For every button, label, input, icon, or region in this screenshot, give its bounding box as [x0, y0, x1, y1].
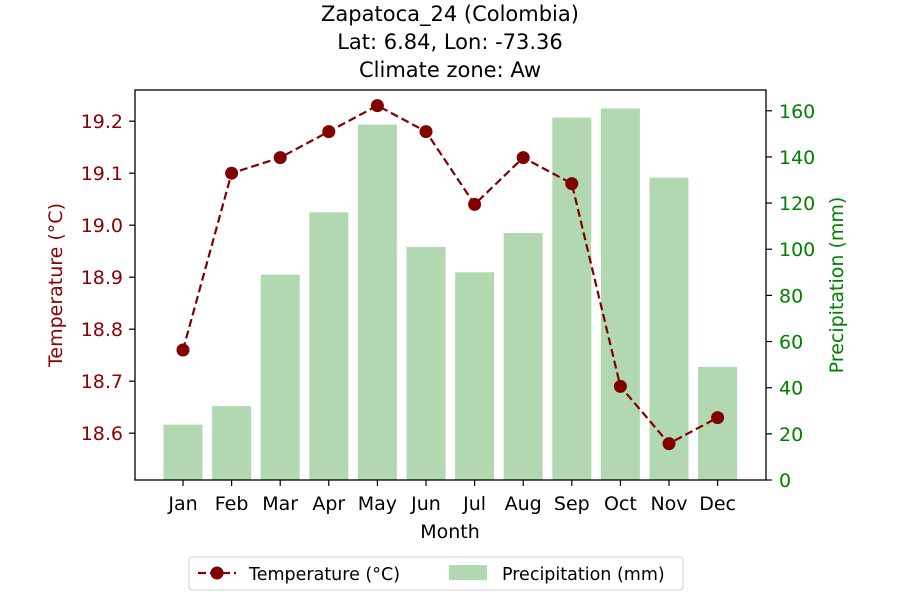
left-tick-label: 19.1 — [81, 163, 123, 185]
x-axis-label: Month — [420, 521, 480, 543]
precipitation-bar — [503, 233, 543, 480]
legend-precipitation-swatch — [449, 565, 487, 580]
chart-title: Zapatoca_24 (Colombia) Lat: 6.84, Lon: -7… — [321, 2, 579, 82]
temperature-point — [225, 166, 239, 180]
left-tick-label: 18.7 — [81, 371, 123, 393]
left-tick-label: 18.6 — [81, 423, 123, 445]
plot-frame — [134, 89, 767, 481]
right-tick-label: 0 — [779, 470, 791, 492]
precipitation-bars — [163, 108, 738, 481]
x-tick-label: May — [358, 493, 397, 515]
right-tick-label: 120 — [779, 193, 815, 215]
x-tick-label: Jul — [462, 493, 486, 515]
x-tick-label: Jun — [410, 493, 441, 515]
temperature-point — [711, 411, 725, 425]
left-tick-label: 18.9 — [81, 267, 123, 289]
precipitation-bar — [260, 274, 300, 480]
temperature-line — [176, 99, 725, 451]
legend-box — [188, 556, 684, 591]
x-tick-label: Feb — [215, 493, 249, 515]
x-tick-label: Nov — [650, 493, 687, 515]
x-tick-label: Aug — [505, 493, 542, 515]
title-line: Climate zone: Aw — [359, 58, 541, 82]
temperature-point — [468, 197, 482, 211]
precipitation-bar — [552, 117, 592, 480]
x-tick-label: Oct — [604, 493, 637, 515]
right-axis-label: Precipitation (mm) — [826, 197, 848, 374]
right-tick-label: 100 — [779, 239, 815, 261]
title-line: Zapatoca_24 (Colombia) — [321, 2, 579, 27]
precipitation-bar — [163, 424, 203, 480]
left-tick-label: 18.8 — [81, 319, 123, 341]
legend-precipitation-label: Precipitation (mm) — [502, 565, 665, 585]
temperature-point — [176, 343, 190, 357]
temperature-point — [516, 151, 530, 165]
x-tick-label: Sep — [554, 493, 590, 515]
legend-temperature-marker — [210, 566, 224, 580]
precipitation-bar — [649, 177, 689, 480]
temperature-point — [565, 177, 579, 191]
right-tick-label: 20 — [779, 424, 803, 446]
right-tick-label: 80 — [779, 285, 803, 307]
left-axis-label: Temperature (°C) — [45, 203, 67, 368]
axes: 18.6 18.7 18.8 18.9 19.0 19.1 19.2 0 20 40 60 80 100… — [45, 89, 848, 543]
x-tick-label: Mar — [262, 493, 298, 515]
right-tick-label: 40 — [779, 378, 803, 400]
right-tick-label: 160 — [779, 101, 815, 123]
temperature-point — [273, 151, 287, 165]
precipitation-bar — [455, 272, 495, 480]
left-tick-label: 19.2 — [81, 111, 123, 133]
temperature-point — [370, 99, 384, 113]
precipitation-bar — [212, 406, 252, 480]
x-tick-label: Dec — [699, 493, 736, 515]
temperature-point — [322, 125, 336, 139]
title-line: Lat: 6.84, Lon: -73.36 — [337, 30, 563, 54]
legend: Temperature (°C) Precipitation (mm) — [188, 556, 684, 591]
x-tick-label: Apr — [312, 493, 345, 515]
right-tick-label: 140 — [779, 147, 815, 169]
right-tick-label: 60 — [779, 332, 803, 354]
x-tick-label: Jan — [167, 493, 197, 515]
legend-temperature-label: Temperature (°C) — [248, 565, 400, 585]
precipitation-bar — [357, 124, 397, 480]
precipitation-bar — [406, 246, 446, 480]
temperature-point — [613, 379, 627, 393]
temperature-point — [419, 125, 433, 139]
left-tick-label: 19.0 — [81, 215, 123, 237]
precipitation-bar — [600, 108, 640, 480]
temperature-point — [662, 437, 676, 451]
precipitation-bar — [309, 212, 349, 481]
temperature-series-line — [181, 104, 719, 445]
